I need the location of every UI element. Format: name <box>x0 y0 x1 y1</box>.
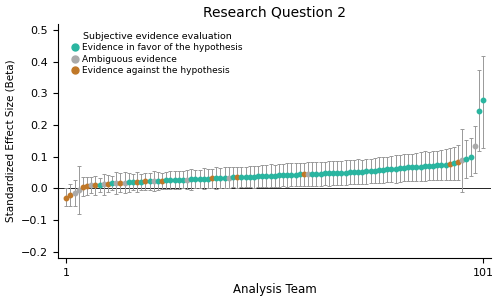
Legend: Evidence in favor of the hypothesis, Ambiguous evidence, Evidence against the hy: Evidence in favor of the hypothesis, Amb… <box>71 31 244 77</box>
X-axis label: Analysis Team: Analysis Team <box>233 284 316 297</box>
Y-axis label: Standardized Effect Size (Beta): Standardized Effect Size (Beta) <box>6 59 16 222</box>
Title: Research Question 2: Research Question 2 <box>203 5 346 20</box>
